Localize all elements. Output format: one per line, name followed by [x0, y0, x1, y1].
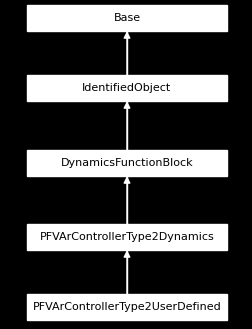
Text: DynamicsFunctionBlock: DynamicsFunctionBlock	[60, 158, 193, 168]
FancyBboxPatch shape	[27, 294, 226, 320]
FancyBboxPatch shape	[27, 150, 226, 176]
FancyBboxPatch shape	[27, 224, 226, 250]
FancyBboxPatch shape	[27, 75, 226, 101]
Text: PFVArControllerType2Dynamics: PFVArControllerType2Dynamics	[40, 232, 213, 242]
Text: Base: Base	[113, 13, 140, 23]
FancyBboxPatch shape	[27, 5, 226, 31]
Text: IdentifiedObject: IdentifiedObject	[82, 83, 171, 93]
Text: PFVArControllerType2UserDefined: PFVArControllerType2UserDefined	[33, 302, 220, 312]
